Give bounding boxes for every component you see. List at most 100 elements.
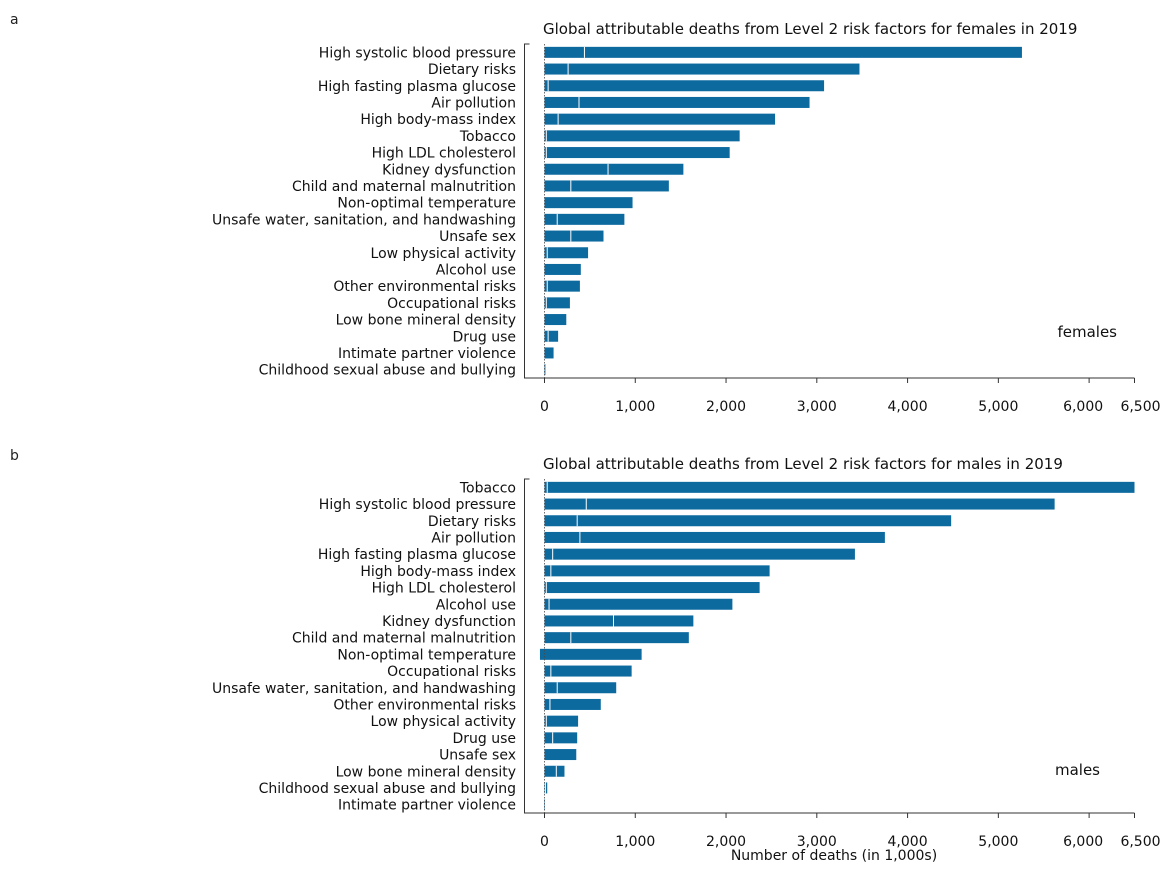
bar xyxy=(544,632,689,644)
bar xyxy=(544,147,730,159)
inline-label-males: males xyxy=(1055,761,1100,779)
bar xyxy=(544,515,952,527)
bar xyxy=(544,297,570,309)
category-label: Other environmental risks xyxy=(333,279,516,295)
bar xyxy=(544,330,559,342)
x-tick-label: 0 xyxy=(540,834,549,850)
bar xyxy=(544,498,1055,510)
x-tick-label: 1,000 xyxy=(615,834,655,850)
bar xyxy=(544,247,589,259)
category-label: Non-optimal temperature xyxy=(337,647,516,663)
panel-letter-a: a xyxy=(10,12,19,28)
x-tick-label: 4,000 xyxy=(888,399,928,415)
bar xyxy=(544,163,684,175)
bar xyxy=(544,698,601,710)
bar xyxy=(544,63,860,75)
category-label: High LDL cholesterol xyxy=(372,581,516,597)
bar xyxy=(544,648,642,660)
bar xyxy=(544,665,632,677)
chart-title-females: Global attributable deaths from Level 2 … xyxy=(543,20,1077,38)
bar xyxy=(544,347,554,359)
category-label: Alcohol use xyxy=(436,597,516,613)
x-tick-label: 6,500 xyxy=(1120,399,1160,415)
bar xyxy=(544,364,546,376)
x-tick-label: 2,000 xyxy=(706,399,746,415)
category-label: Low physical activity xyxy=(371,714,516,730)
category-label: Tobacco xyxy=(459,129,516,145)
category-label: Unsafe water, sanitation, and handwashin… xyxy=(212,681,516,697)
category-label: Dietary risks xyxy=(428,62,516,78)
category-label: Kidney dysfunction xyxy=(382,614,516,630)
bar xyxy=(544,598,733,610)
bar xyxy=(544,314,567,326)
category-label: Occupational risks xyxy=(387,296,516,312)
x-tick-label: 0 xyxy=(540,399,549,415)
category-label: Other environmental risks xyxy=(333,697,516,713)
bar xyxy=(544,280,580,292)
category-label: Air pollution xyxy=(431,95,516,111)
category-label: Dietary risks xyxy=(428,514,516,530)
x-tick-label: 2,000 xyxy=(706,834,746,850)
x-tick-label: 6,000 xyxy=(1063,834,1103,850)
category-label: High systolic blood pressure xyxy=(319,497,516,513)
category-label: Kidney dysfunction xyxy=(382,162,516,178)
category-label: Low bone mineral density xyxy=(336,764,516,780)
bar xyxy=(544,80,825,92)
bar xyxy=(544,263,581,275)
x-axis-title: Number of deaths (in 1,000s) xyxy=(731,848,937,864)
category-label: Childhood sexual abuse and bullying xyxy=(259,363,516,379)
bar xyxy=(544,799,545,811)
bar xyxy=(544,197,633,209)
bar xyxy=(544,96,810,108)
bar xyxy=(544,548,855,560)
category-label: Child and maternal malnutrition xyxy=(292,179,516,195)
bar xyxy=(544,230,604,242)
category-label: Occupational risks xyxy=(387,664,516,680)
category-label: High body-mass index xyxy=(360,564,516,580)
category-label: Unsafe water, sanitation, and handwashin… xyxy=(212,212,516,228)
bar xyxy=(544,113,776,125)
category-label: Alcohol use xyxy=(436,262,516,278)
x-tick-label: 6,500 xyxy=(1120,834,1160,850)
category-label: Unsafe sex xyxy=(439,748,516,764)
category-label: Child and maternal malnutrition xyxy=(292,631,516,647)
category-label: Intimate partner violence xyxy=(338,346,516,362)
category-label: High body-mass index xyxy=(360,112,516,128)
bar xyxy=(544,765,565,777)
bar xyxy=(544,213,625,225)
bar xyxy=(544,531,885,543)
category-label: Tobacco xyxy=(459,480,516,496)
x-tick-label: 3,000 xyxy=(797,834,837,850)
inline-label-females: females xyxy=(1057,323,1117,341)
y-axis-line xyxy=(524,478,530,814)
category-label: Unsafe sex xyxy=(439,229,516,245)
x-tick-label: 6,000 xyxy=(1063,399,1103,415)
bar xyxy=(544,565,770,577)
category-label: High fasting plasma glucose xyxy=(318,547,516,563)
category-label: Air pollution xyxy=(431,530,516,546)
bar-negative-part xyxy=(539,648,545,660)
bar xyxy=(544,481,1135,493)
bar xyxy=(544,715,579,727)
category-label: High LDL cholesterol xyxy=(372,146,516,162)
bar xyxy=(544,130,740,142)
category-label: Low bone mineral density xyxy=(336,313,516,329)
x-tick-label: 4,000 xyxy=(888,834,928,850)
category-label: Childhood sexual abuse and bullying xyxy=(259,781,516,797)
bar xyxy=(544,582,760,594)
panel-letter-b: b xyxy=(10,448,19,464)
bar xyxy=(544,615,694,627)
bar xyxy=(544,732,578,744)
bar xyxy=(544,682,617,694)
bar xyxy=(544,749,577,761)
category-label: High systolic blood pressure xyxy=(319,45,516,61)
panel-females: a Global attributable deaths from Level … xyxy=(10,12,1161,415)
x-tick-label: 3,000 xyxy=(797,399,837,415)
category-label: Low physical activity xyxy=(371,246,516,262)
bar xyxy=(544,180,669,192)
chart-title-males: Global attributable deaths from Level 2 … xyxy=(543,455,1063,473)
x-tick-label: 5,000 xyxy=(978,399,1018,415)
